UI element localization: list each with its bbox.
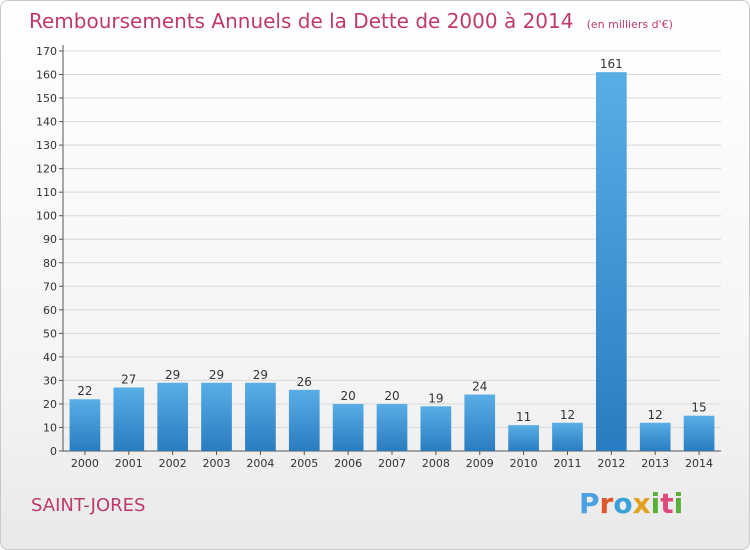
x-tick-label: 2013 [641, 457, 669, 470]
data-label: 19 [428, 391, 443, 405]
logo-letter: i [673, 487, 684, 520]
data-label: 11 [516, 410, 531, 424]
data-label: 15 [691, 401, 706, 415]
chart-unit-label: (en milliers d'€) [586, 18, 673, 31]
y-tick-label: 140 [36, 116, 57, 129]
data-label: 161 [600, 57, 623, 71]
x-tick-label: 2008 [422, 457, 450, 470]
y-tick-label: 170 [36, 45, 57, 58]
chart-title: Remboursements Annuels de la Dette de 20… [29, 9, 673, 33]
x-tick-label: 2009 [466, 457, 494, 470]
bar [595, 72, 627, 452]
y-tick-label: 110 [36, 186, 57, 199]
bar [552, 422, 583, 451]
y-tick-label: 90 [43, 233, 57, 246]
data-label: 27 [121, 372, 136, 386]
data-label: 12 [648, 408, 663, 422]
data-label: 20 [340, 389, 355, 403]
y-tick-label: 100 [36, 210, 57, 223]
x-tick-label: 2002 [159, 457, 187, 470]
logo-letter: t [660, 487, 674, 520]
bar [245, 382, 276, 451]
x-tick-label: 2005 [290, 457, 318, 470]
bar [683, 415, 715, 451]
bar [376, 403, 408, 451]
bar [508, 425, 539, 451]
y-tick-label: 50 [43, 327, 57, 340]
x-tick-label: 2012 [597, 457, 625, 470]
x-tick-label: 2001 [115, 457, 143, 470]
data-label: 24 [472, 380, 487, 394]
y-tick-label: 150 [36, 92, 57, 105]
bar [157, 382, 189, 451]
y-tick-label: 80 [43, 257, 57, 270]
y-tick-label: 10 [43, 421, 57, 434]
bar [332, 403, 364, 451]
bar [113, 387, 145, 451]
logo-letter: r [599, 487, 614, 520]
x-tick-label: 2007 [378, 457, 406, 470]
bar [69, 399, 101, 451]
data-label: 29 [253, 368, 268, 382]
bar [288, 389, 320, 451]
logo-letter: o [613, 487, 633, 520]
bar [639, 422, 671, 451]
y-tick-label: 70 [43, 280, 57, 293]
logo-letter: P [579, 487, 600, 520]
y-tick-label: 60 [43, 304, 57, 317]
commune-name: SAINT-JORES [31, 495, 146, 516]
x-tick-label: 2011 [553, 457, 581, 470]
y-tick-label: 20 [43, 398, 57, 411]
logo-letter: x [632, 487, 651, 520]
x-tick-label: 2014 [685, 457, 713, 470]
data-label: 26 [297, 375, 312, 389]
logo-letter: i [650, 487, 661, 520]
y-tick-label: 160 [36, 69, 57, 82]
data-label: 29 [209, 368, 224, 382]
bar [420, 406, 452, 451]
bar [201, 382, 232, 451]
data-label: 22 [77, 384, 92, 398]
x-tick-label: 2000 [71, 457, 99, 470]
data-label: 12 [560, 408, 575, 422]
y-tick-label: 0 [50, 445, 57, 458]
y-tick-label: 130 [36, 139, 57, 152]
x-tick-label: 2010 [510, 457, 538, 470]
chart-title-text: Remboursements Annuels de la Dette de 20… [29, 9, 574, 33]
data-label: 29 [165, 368, 180, 382]
y-tick-label: 120 [36, 163, 57, 176]
bar [464, 394, 496, 451]
data-label: 20 [384, 389, 399, 403]
x-tick-label: 2006 [334, 457, 362, 470]
x-tick-label: 2003 [203, 457, 231, 470]
y-tick-label: 30 [43, 374, 57, 387]
proxiti-logo: Proxiti [579, 487, 683, 520]
x-tick-label: 2004 [246, 457, 274, 470]
y-tick-label: 40 [43, 351, 57, 364]
